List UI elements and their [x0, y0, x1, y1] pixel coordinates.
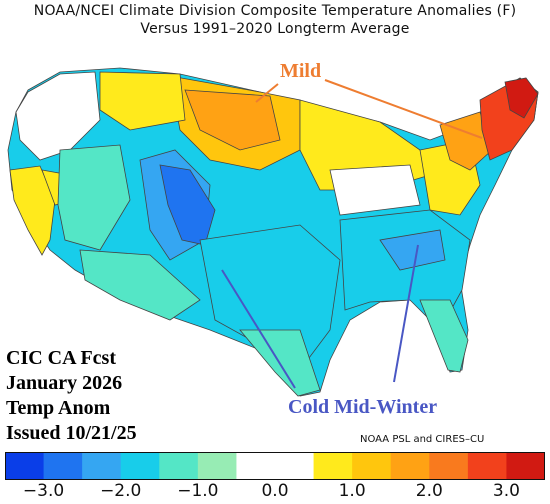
region-tennessee-cold [379, 229, 446, 271]
forecast-label-line-4: Issued 10/21/25 [6, 422, 137, 444]
cold-arrow-line [221, 269, 296, 389]
colorbar-cell [197, 452, 237, 480]
colorbar-cell [313, 452, 353, 480]
region-ohio-valley [329, 164, 421, 216]
cold-annotation: Cold Mid-Winter [288, 396, 438, 418]
colorbar-tick-label: −3.0 [22, 481, 65, 501]
region-dakotas-warmer [184, 89, 281, 151]
colorbar-cell [5, 452, 45, 480]
colorbar-cell [43, 452, 83, 480]
us-anomaly-map [7, 67, 539, 397]
colorbar-cell [275, 452, 315, 480]
mild-arrow-line [324, 79, 483, 139]
colorbar-tick-label: −2.0 [100, 481, 142, 501]
colorbar [5, 452, 545, 480]
colorbar-tick-label: 0.0 [261, 481, 289, 501]
region-florida [419, 299, 469, 373]
region-montana [99, 71, 186, 131]
colorbar-cell [82, 452, 122, 480]
mild-arrow-line-2 [255, 83, 279, 103]
colorbar-cell [467, 452, 507, 480]
forecast-label-line-1: CIC CA Fcst [6, 347, 116, 369]
credit-label: NOAA PSL and CIRES–CU [360, 434, 485, 445]
region-maine [504, 77, 539, 119]
map-subtitle: Versus 1991–2020 Longterm Average [140, 21, 410, 37]
colorbar-cell [120, 452, 160, 480]
colorbar-frame [5, 452, 545, 480]
colorbar-cell [236, 452, 276, 480]
colorbar-cell [506, 452, 545, 480]
mild-annotation: Mild [280, 60, 322, 82]
map-title: NOAA/NCEI Climate Division Composite Tem… [33, 3, 517, 19]
region-south-plains [199, 224, 341, 371]
region-great-basin [57, 144, 131, 251]
forecast-label-line-3: Temp Anom [6, 397, 111, 419]
colorbar-cell [429, 452, 469, 480]
forecast-label-line-2: January 2026 [6, 372, 123, 394]
cold-arrow-line-2 [393, 244, 419, 383]
colorbar-tick-label: 1.0 [338, 481, 366, 501]
region-southwest [79, 249, 201, 321]
colorbar-tick-label: −1.0 [177, 481, 219, 501]
colorbar-tick-label: 2.0 [415, 481, 443, 501]
colorbar-cell [390, 452, 430, 480]
colorbar-tick-label: 3.0 [492, 481, 520, 501]
colorbar-cell [352, 452, 392, 480]
colorbar-cell [159, 452, 199, 480]
